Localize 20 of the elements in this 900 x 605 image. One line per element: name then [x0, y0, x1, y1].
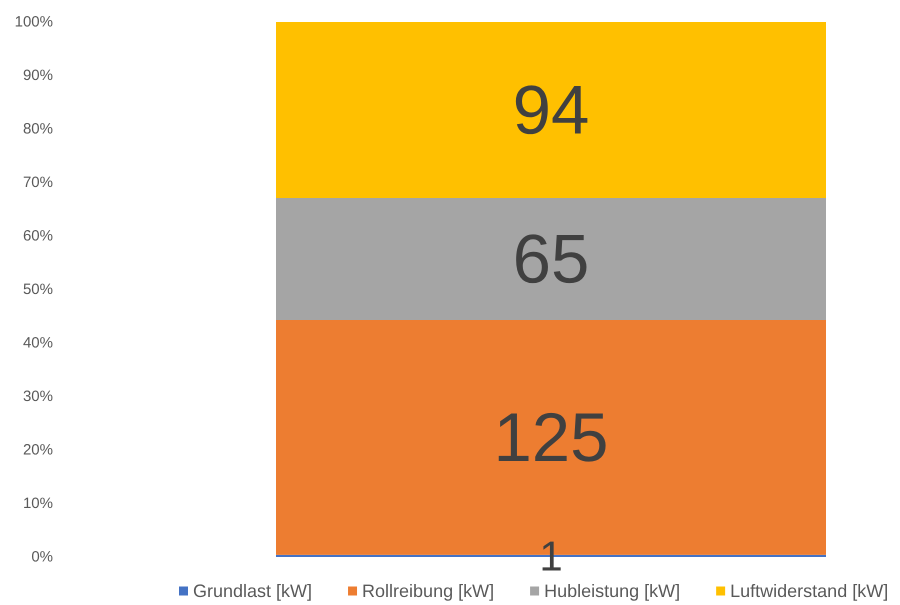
y-tick-label: 20%: [22, 442, 53, 458]
y-tick-label: 100%: [14, 14, 53, 30]
y-tick-label: 30%: [22, 388, 53, 405]
annotation: 94: [512, 72, 590, 149]
y-tick-label: 10%: [22, 495, 53, 512]
y-tick-label: 80%: [22, 120, 53, 138]
bar: [276, 198, 826, 320]
y-tick-label: 70%: [22, 174, 53, 191]
bar: [276, 22, 826, 198]
y-tick-label: 40%: [22, 334, 53, 352]
annotation: 65: [512, 220, 590, 298]
y-tick-label: 0%: [31, 548, 53, 566]
legend-label: Rollreibung [kW]: [362, 581, 494, 601]
y-tick-label: 90%: [22, 67, 53, 84]
y-tick-label: 50%: [22, 281, 53, 298]
legend-label: Grundlast [kW]: [193, 581, 312, 601]
annotation: 125: [493, 398, 609, 476]
legend-label: Hubleistung [kW]: [544, 581, 680, 601]
y-tick-label: 60%: [22, 228, 53, 244]
legend-label: Luftwiderstand [kW]: [730, 581, 888, 601]
